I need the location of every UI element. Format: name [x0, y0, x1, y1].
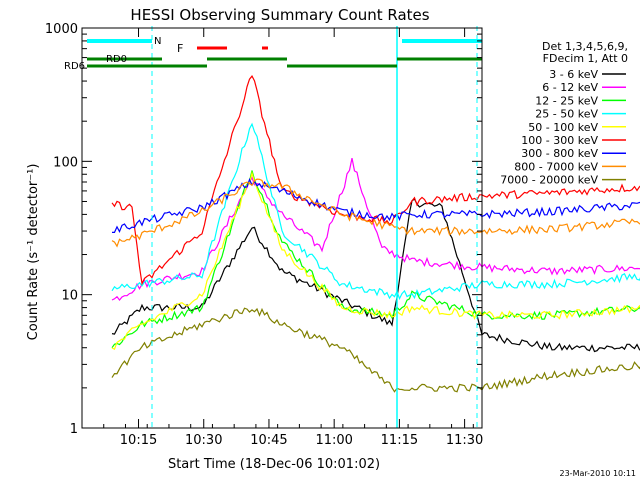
x-tick-label-0: 10:15: [120, 433, 157, 448]
legend-label-4: 50 - 100 keV: [528, 121, 598, 134]
legend-label-8: 7000 - 20000 keV: [500, 174, 598, 187]
legend-label-5: 100 - 300 keV: [521, 134, 598, 147]
series-line-7: [111, 178, 640, 248]
x-tick-label-2: 10:45: [250, 433, 287, 448]
chart-title: HESSI Observing Summary Count Rates: [130, 6, 429, 24]
x-tick-label-4: 11:15: [381, 433, 418, 448]
axis-layer: 10:15 10:30 10:45 11:00 11:15 11:30 1 10 100 1000: [45, 22, 483, 448]
legend-label-3: 25 - 50 keV: [535, 108, 598, 121]
flag-label-rd0: RD0: [106, 54, 127, 65]
y-tick-label-0: 1: [70, 422, 78, 437]
y-axis-label: Count Rate (s⁻¹ detector⁻¹): [26, 164, 41, 341]
series-line-8: [111, 307, 640, 393]
flag-label-f: F: [177, 42, 183, 55]
y-tick-label-3: 1000: [45, 22, 78, 37]
series-line-3: [111, 122, 640, 301]
series-line-4: [111, 170, 640, 351]
x-tick-label-1: 10:30: [185, 433, 222, 448]
y-tick-label-2: 100: [53, 155, 78, 170]
series-layer: [111, 75, 640, 393]
footer-date: 23-Mar-2010 10:11: [560, 469, 637, 478]
x-tick-label-5: 11:30: [446, 433, 483, 448]
legend-header-line-0: Det 1,3,4,5,6,9,: [542, 40, 628, 53]
y-tick-label-1: 10: [61, 289, 78, 304]
x-axis-label: Start Time (18-Dec-06 10:01:02): [168, 457, 380, 472]
series-line-0: [111, 198, 640, 353]
legend: Det 1,3,4,5,6,9,FDecim 1, Att 0 3 - 6 keV…: [500, 40, 628, 187]
legend-label-1: 6 - 12 keV: [542, 81, 598, 94]
flags-layer: N F RD0 RD6: [64, 26, 482, 428]
series-line-5: [111, 75, 640, 286]
legend-label-7: 800 - 7000 keV: [514, 160, 598, 173]
legend-label-0: 3 - 6 keV: [549, 68, 598, 81]
legend-label-2: 12 - 25 keV: [535, 94, 598, 107]
legend-label-6: 300 - 800 keV: [521, 147, 598, 160]
plot-frame: [81, 27, 483, 429]
flag-label-rd6: RD6: [64, 61, 85, 72]
flag-label-n: N: [154, 36, 161, 47]
series-line-6: [112, 178, 640, 234]
x-tick-label-3: 11:00: [315, 433, 352, 448]
legend-header-line-1: FDecim 1, Att 0: [543, 52, 628, 65]
